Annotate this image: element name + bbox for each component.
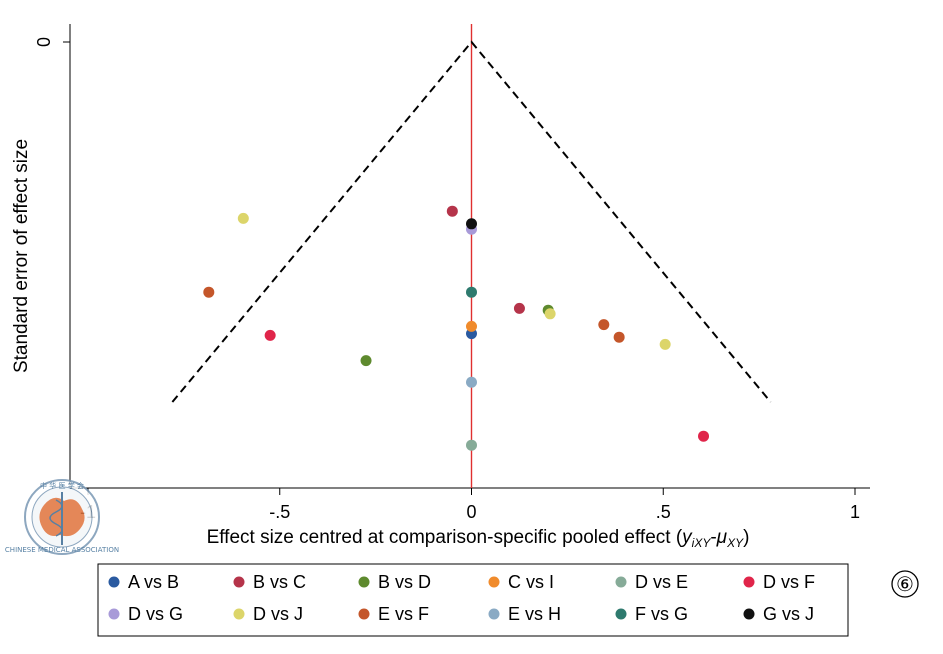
legend-marker (233, 576, 245, 588)
legend-marker (488, 576, 500, 588)
figure-number-badge: ⑥ (891, 570, 919, 598)
x-axis-title-sub2: XY (726, 536, 744, 550)
legend-marker (358, 576, 370, 588)
legend-label: C vs I (508, 572, 554, 592)
legend-marker (615, 608, 627, 620)
x-axis-title: Effect size centred at comparison-specif… (207, 527, 750, 550)
data-point (466, 218, 477, 230)
legend-label: A vs B (128, 572, 179, 592)
data-point (237, 212, 249, 224)
legend: A vs B B vs C B vs D C vs I D vs E D vs F D vs… (108, 572, 815, 624)
y-tick-labels: 0 (34, 37, 54, 47)
legend-label: B vs C (253, 572, 306, 592)
data-point (659, 338, 671, 350)
x-tick-label: .5 (656, 502, 671, 522)
legend-label: E vs F (378, 604, 429, 624)
x-axis-title-minus: - (710, 527, 716, 548)
data-point (466, 320, 477, 332)
y-tick-label: 0 (34, 37, 54, 47)
x-axis-title-close: ) (743, 527, 749, 548)
x-tick-labels: -1-.50.51 (80, 502, 860, 522)
legend-marker (108, 608, 120, 620)
legend-label: D vs F (763, 572, 815, 592)
x-axis-title-y: y (680, 527, 693, 548)
x-tick-label: 0 (466, 502, 476, 522)
y-axis-title: Standard error of effect size (11, 139, 32, 373)
data-point (598, 319, 610, 331)
legend-label: D vs E (635, 572, 688, 592)
legend-marker (743, 608, 755, 620)
legend-marker (615, 576, 627, 588)
x-tick-label: 1 (850, 502, 860, 522)
cma-logo: 中 华 医 学 会 CHINESE MEDICAL ASSOCIATION (5, 479, 119, 555)
legend-marker (488, 608, 500, 620)
legend-label: D vs J (253, 604, 303, 624)
funnel-boundary (171, 40, 772, 403)
logo-top-text: 中 华 医 学 会 (40, 481, 84, 490)
data-point (466, 439, 477, 451)
data-point (466, 286, 477, 298)
x-tick-label: -.5 (269, 502, 290, 522)
legend-marker (108, 576, 120, 588)
data-point (544, 308, 556, 320)
legend-box (97, 563, 849, 637)
data-point (264, 329, 276, 341)
data-point (446, 205, 458, 217)
figure-number: ⑥ (896, 572, 914, 596)
logo-bottom-text: CHINESE MEDICAL ASSOCIATION (5, 546, 119, 554)
legend-label: G vs J (763, 604, 814, 624)
legend-label: D vs G (128, 604, 183, 624)
legend-marker (358, 608, 370, 620)
data-point (466, 376, 477, 388)
data-point (203, 286, 215, 298)
legend-label: F vs G (635, 604, 688, 624)
data-point (513, 302, 525, 314)
x-axis-title-sub1: iXY (692, 536, 712, 550)
x-axis-title-mu: μ (716, 527, 728, 548)
data-point (613, 331, 625, 343)
x-tick-marks (87, 488, 856, 495)
legend-marker (233, 608, 245, 620)
data-point (360, 355, 372, 367)
data-points (203, 205, 710, 451)
legend-label: E vs H (508, 604, 561, 624)
data-point (698, 430, 710, 442)
legend-marker (743, 576, 755, 588)
x-axis-title-main: Effect size centred at comparison-specif… (207, 527, 683, 548)
legend-label: B vs D (378, 572, 431, 592)
